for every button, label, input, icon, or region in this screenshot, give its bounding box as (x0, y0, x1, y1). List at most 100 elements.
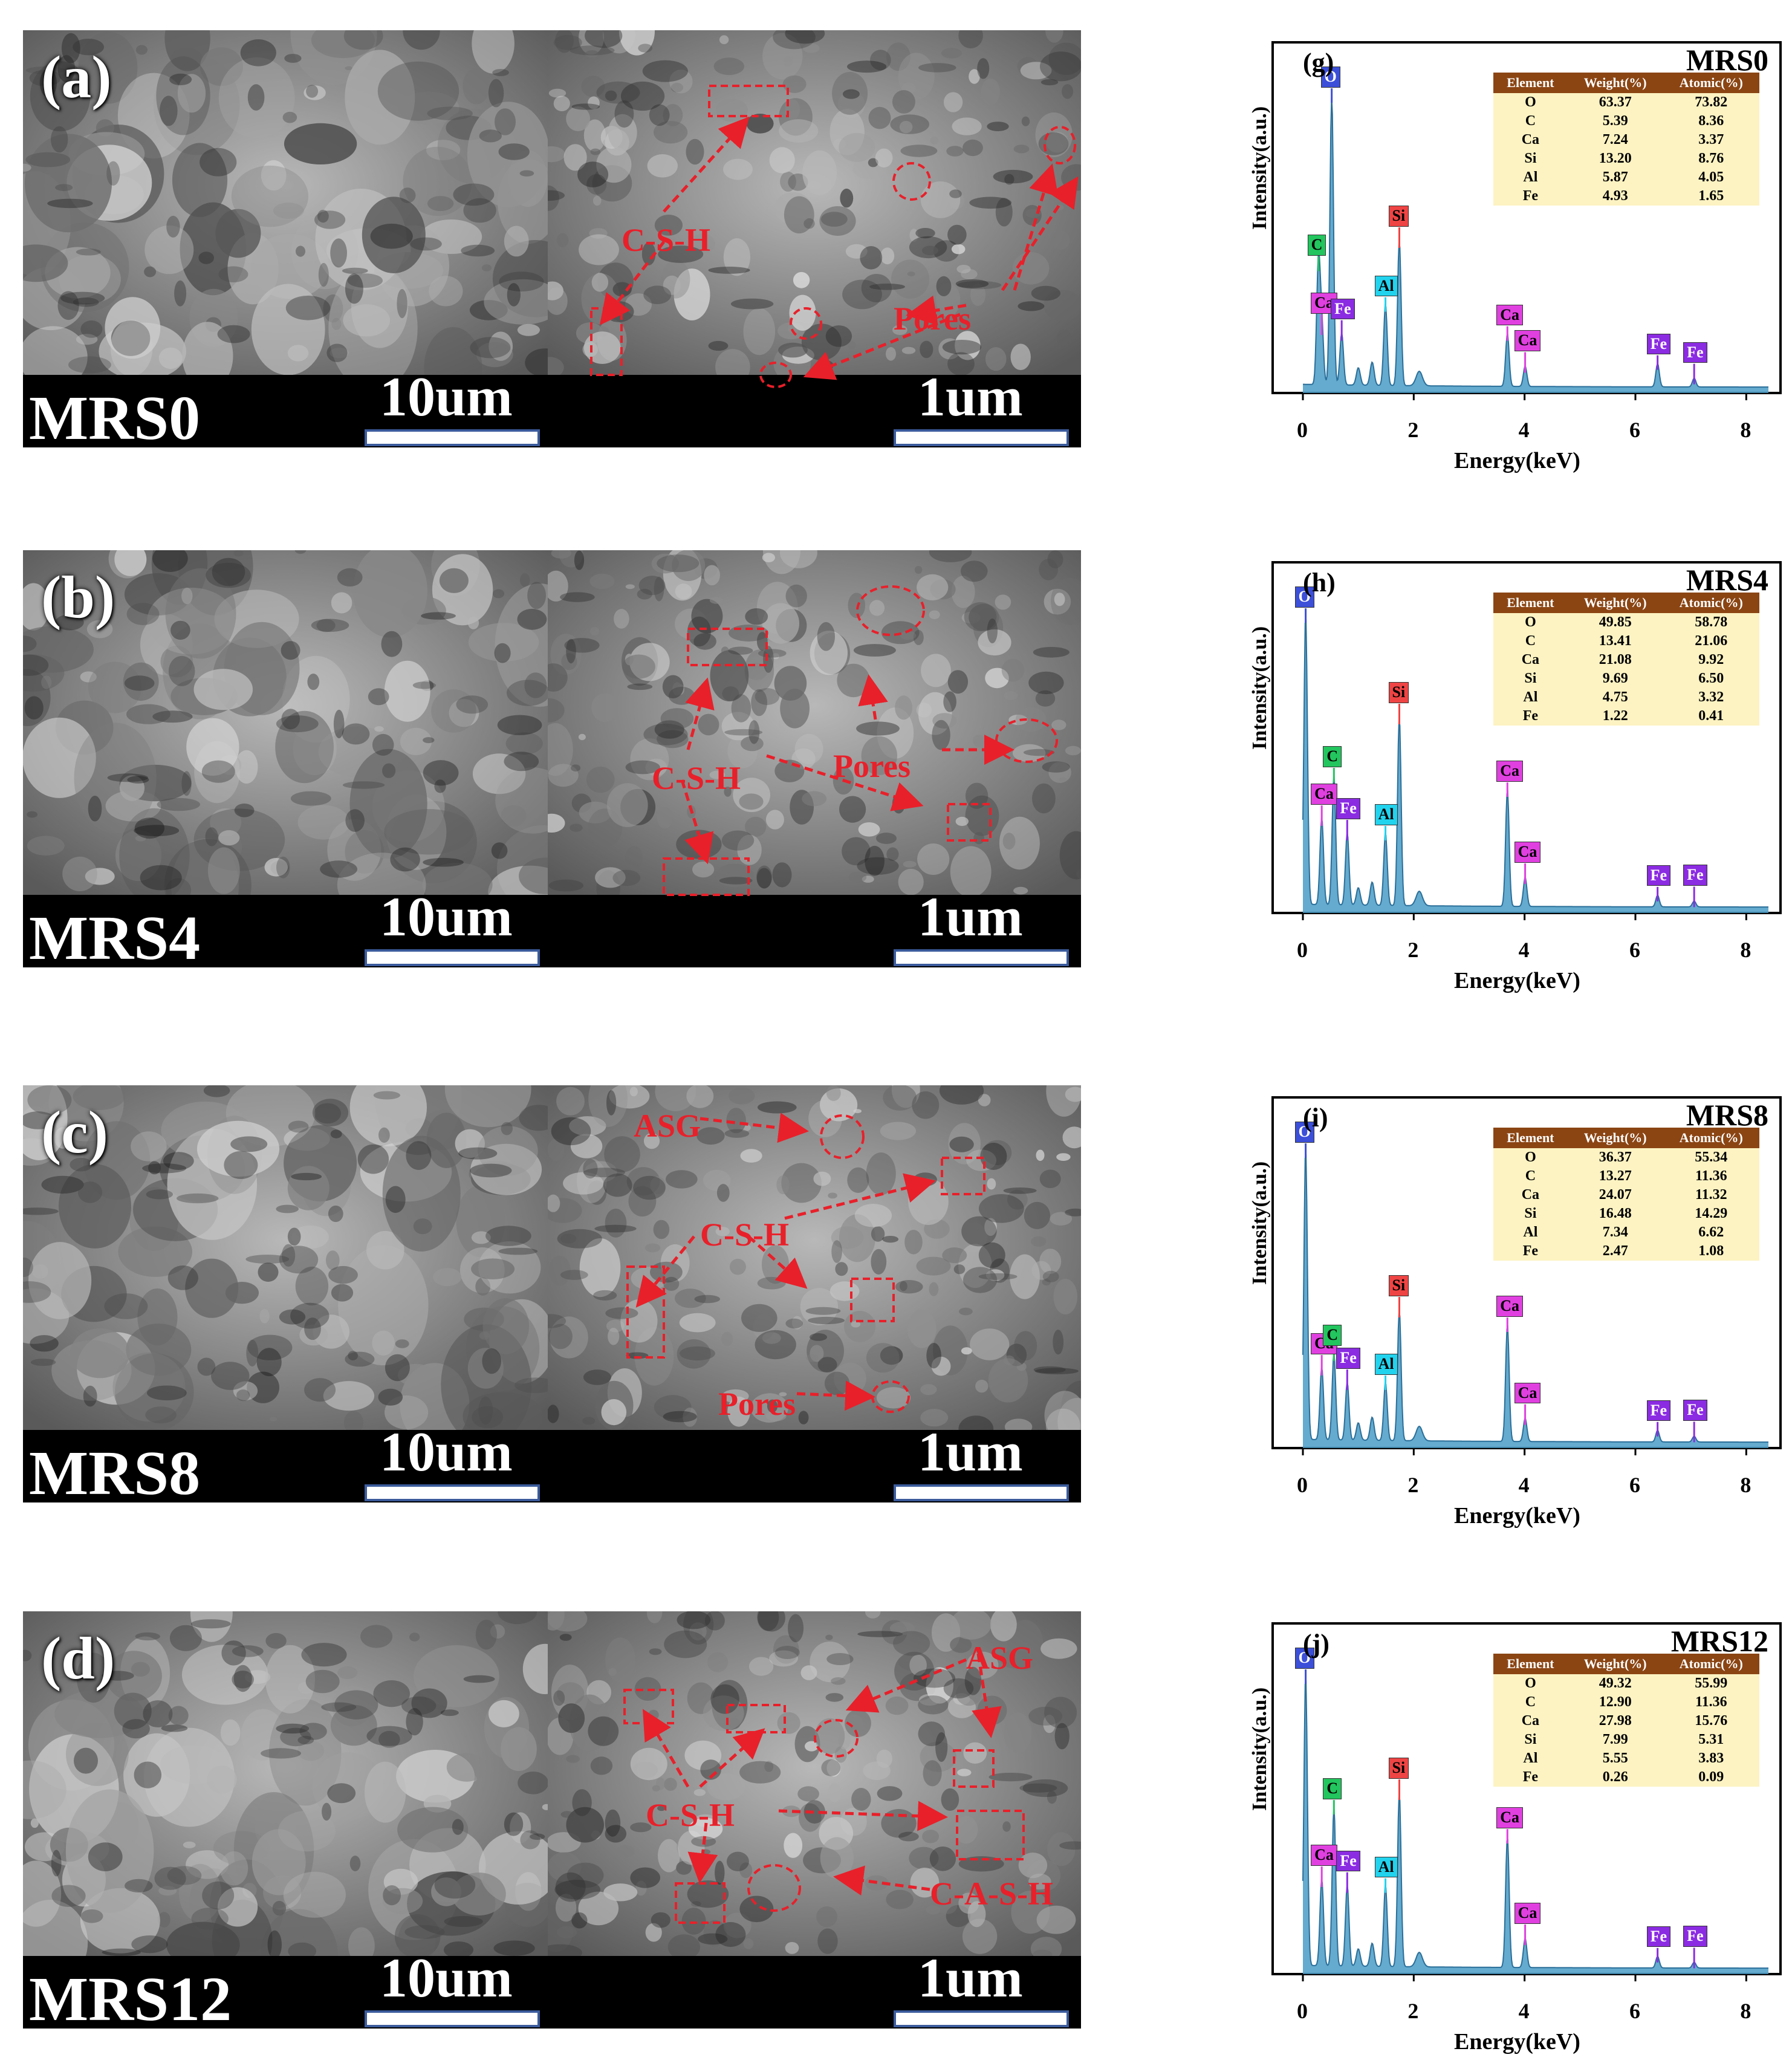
x-tick-label: 0 (1297, 1999, 1308, 2023)
annotation-arrow (796, 1380, 875, 1411)
table-cell: 7.99 (1602, 1732, 1628, 1747)
peak-label: Fe (1331, 298, 1355, 320)
scale-label-high: 1um (918, 1947, 1023, 2009)
table-cell: 11.32 (1695, 1187, 1727, 1203)
annotation-circle (995, 718, 1058, 763)
table-cell: Fe (1522, 188, 1539, 204)
scale-bar-low (365, 2010, 540, 2027)
table-cell: 3.32 (1698, 689, 1724, 705)
table-row: O 49.32 55.99 (1493, 1674, 1759, 1693)
peak-label: Fe (1336, 798, 1360, 819)
annotation-arrow (663, 116, 750, 213)
peak-label: Al (1374, 804, 1398, 825)
annotation-box (687, 628, 768, 666)
peak-label: Fe (1646, 333, 1671, 355)
annotation-arrow (699, 1728, 765, 1788)
table-cell: 3.83 (1698, 1750, 1724, 1766)
table-cell: Fe (1522, 708, 1539, 724)
annotation-circle (747, 1864, 801, 1912)
x-tick-label: 2 (1407, 938, 1419, 962)
x-tick-label: 4 (1518, 938, 1530, 962)
annotation-arrow (833, 1865, 930, 1896)
eds-title: MRS8 (1686, 1098, 1768, 1132)
table-row: C 5.39 8.36 (1493, 112, 1759, 131)
table-row: Al 5.87 4.05 (1493, 168, 1759, 187)
panel-letter: (c) (41, 1099, 108, 1166)
annotation-box (726, 1704, 786, 1733)
annotation-arrow (685, 677, 715, 750)
annotation-circle (871, 1380, 910, 1413)
annotation-label: Pores (718, 1386, 796, 1422)
table-cell: 49.32 (1599, 1675, 1632, 1691)
table-cell: 63.37 (1599, 94, 1632, 110)
peak-label: Si (1388, 206, 1409, 227)
x-tick-label: 4 (1518, 1473, 1530, 1497)
table-cell: O (1525, 1675, 1536, 1691)
x-axis-label: Energy(keV) (1454, 968, 1580, 993)
table-cell: 4.05 (1698, 169, 1724, 185)
peak-label: Si (1388, 1758, 1409, 1779)
table-cell: 6.62 (1698, 1224, 1724, 1240)
x-tick-label: 6 (1629, 1473, 1640, 1497)
peak-label: Fe (1683, 1926, 1707, 1947)
sample-label: MRS8 (29, 1438, 201, 1508)
sample-label: MRS12 (29, 1964, 232, 2034)
figure-row: (a) MRS0 10um 1um C-S-H Pores C Ca O Fe Al Si C… (0, 30, 1792, 473)
x-axis-label: Energy(keV) (1454, 1503, 1580, 1528)
x-tick-label: 0 (1297, 418, 1308, 442)
table-cell: 8.36 (1698, 113, 1724, 129)
annotation-label: Pores (833, 748, 911, 784)
table-header: Atomic(%) (1663, 73, 1759, 93)
table-row: Fe 4.93 1.65 (1493, 187, 1759, 206)
annotation-arrow (778, 1801, 948, 1831)
x-tick-label: 6 (1629, 938, 1640, 962)
table-cell: 55.99 (1695, 1675, 1728, 1691)
peak-label: O (1294, 1648, 1314, 1669)
table-cell: 5.39 (1602, 113, 1628, 129)
table-cell: 73.82 (1695, 94, 1728, 110)
panel-letter: (d) (41, 1625, 115, 1692)
table-header: Weight(%) (1567, 1128, 1663, 1148)
table-row: Ca 24.07 11.32 (1493, 1186, 1759, 1204)
table-cell: 21.06 (1695, 633, 1728, 649)
eds-panel-letter: (g) (1303, 48, 1334, 77)
sem-panel: (c) MRS8 10um 1um ASG C-S-H Pores (23, 1085, 1081, 1508)
eds-spectrum-panel: O Ca C Fe Al Si Ca Ca Fe Fe (h) MRS4 Intensity(a.… (1248, 550, 1782, 993)
table-cell: 3.37 (1698, 132, 1724, 148)
annotation-arrow (700, 1113, 809, 1143)
peak-label: O (1320, 67, 1340, 88)
peak-label: Ca (1514, 1382, 1541, 1404)
spectrum-fill (1303, 1680, 1768, 1974)
eds-title: MRS12 (1670, 1624, 1768, 1658)
table-cell: 9.92 (1698, 652, 1724, 668)
table-header: Element (1493, 73, 1568, 93)
annotation-circle (820, 1114, 865, 1159)
sample-label: MRS0 (29, 383, 201, 453)
peak-label: Ca (1496, 1296, 1524, 1317)
scale-label-high: 1um (918, 1421, 1023, 1483)
annotation-overlay (626, 1113, 985, 1413)
table-row: O 49.85 58.78 (1493, 613, 1759, 632)
annotation-circle (790, 307, 822, 340)
annotation-arrow (635, 1235, 695, 1308)
table-row: Al 7.34 6.62 (1493, 1223, 1759, 1242)
peak-label: Fe (1683, 342, 1707, 363)
x-axis-label: Energy(keV) (1454, 2029, 1580, 2055)
peak-label: O (1294, 586, 1314, 608)
table-cell: 7.24 (1602, 132, 1628, 148)
x-tick-label: 2 (1407, 1473, 1419, 1497)
peak-label: Fe (1336, 1348, 1360, 1369)
x-tick-label: 8 (1740, 938, 1751, 962)
table-row: C 13.27 11.36 (1493, 1167, 1759, 1186)
peak-label: Fe (1646, 1926, 1671, 1947)
table-cell: 21.08 (1599, 652, 1632, 668)
table-cell: Al (1523, 689, 1538, 705)
table-header: Element (1493, 1128, 1568, 1148)
table-cell: 13.27 (1599, 1168, 1632, 1184)
x-tick-label: 8 (1740, 1473, 1751, 1497)
sem-image-high-mag (548, 1085, 1081, 1430)
annotation-arrow (680, 779, 714, 865)
table-cell: 5.31 (1698, 1732, 1724, 1747)
annotation-overlay (663, 585, 1058, 896)
